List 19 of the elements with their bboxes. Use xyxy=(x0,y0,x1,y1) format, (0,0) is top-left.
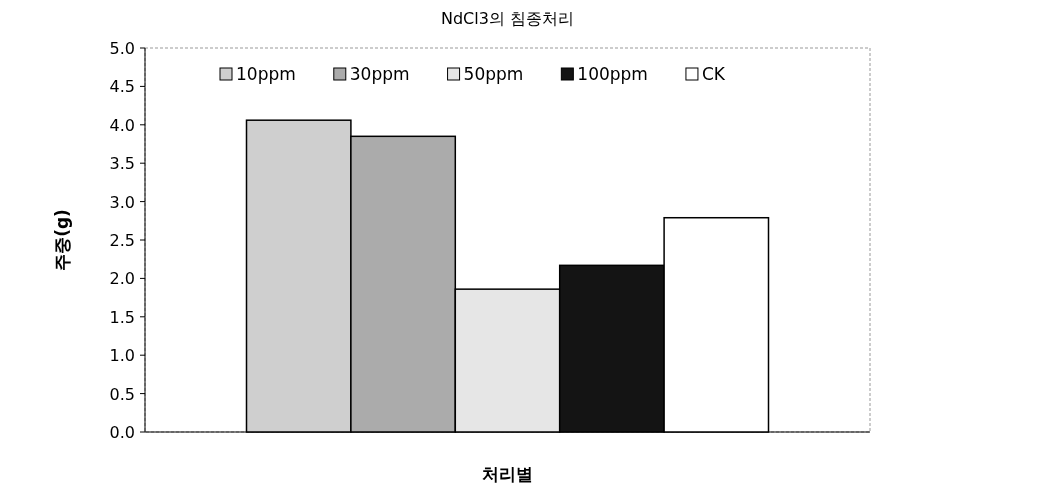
y-tick-label: 2.5 xyxy=(109,231,135,250)
y-tick-label: 3.0 xyxy=(109,192,135,212)
legend-label: 50ppm xyxy=(463,64,524,84)
chart-title: NdCl3의 침종처리 xyxy=(440,9,575,28)
y-tick-label: 5.0 xyxy=(109,39,135,58)
legend-label: 100ppm xyxy=(577,64,648,84)
y-tick-label: 1.5 xyxy=(109,307,135,327)
y-tick-label: 3.5 xyxy=(109,154,135,174)
y-tick-label: 4.0 xyxy=(109,115,135,135)
y-tick-label: 1.0 xyxy=(109,346,135,366)
y-tick-label: 2.0 xyxy=(109,269,135,289)
y-tick-label: 0.5 xyxy=(109,384,135,404)
x-axis-title: 처리별 xyxy=(482,464,533,484)
legend-label: 10ppm xyxy=(236,64,296,84)
y-axis-title: 주중(g) xyxy=(52,209,72,271)
legend-label: 30ppm xyxy=(349,64,410,84)
y-tick-label: 0.0 xyxy=(109,423,135,442)
legend-label: CK xyxy=(701,64,726,84)
y-tick-label: 4.5 xyxy=(109,77,135,97)
